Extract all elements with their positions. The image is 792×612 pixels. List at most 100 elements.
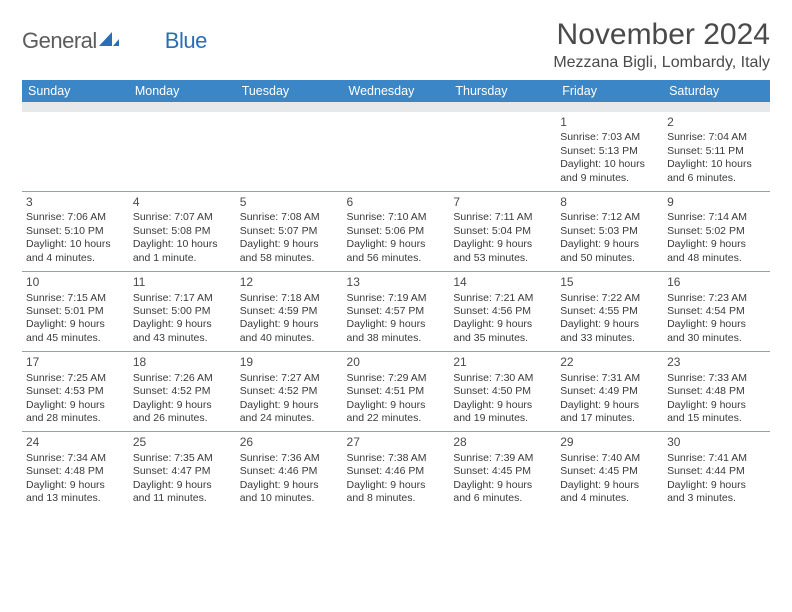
sunset-text: Sunset: 4:57 PM [347, 305, 444, 318]
day-number: 26 [240, 435, 337, 450]
sunset-text: Sunset: 5:04 PM [453, 225, 550, 238]
calendar-body: 1Sunrise: 7:03 AMSunset: 5:13 PMDaylight… [22, 102, 770, 512]
calendar-week: 24Sunrise: 7:34 AMSunset: 4:48 PMDayligh… [22, 432, 770, 512]
sunset-text: Sunset: 4:49 PM [560, 385, 657, 398]
day-number: 20 [347, 355, 444, 370]
sunset-text: Sunset: 4:56 PM [453, 305, 550, 318]
sunset-text: Sunset: 5:11 PM [667, 145, 764, 158]
day-number: 17 [26, 355, 123, 370]
calendar-day: 12Sunrise: 7:18 AMSunset: 4:59 PMDayligh… [236, 272, 343, 352]
title-block: November 2024 Mezzana Bigli, Lombardy, I… [553, 18, 770, 72]
sunrise-text: Sunrise: 7:04 AM [667, 131, 764, 144]
daylight-text: Daylight: 9 hours and 22 minutes. [347, 399, 444, 426]
daylight-text: Daylight: 9 hours and 58 minutes. [240, 238, 337, 265]
sunrise-text: Sunrise: 7:06 AM [26, 211, 123, 224]
calendar-page: General Blue November 2024 Mezzana Bigli… [0, 0, 792, 530]
sunrise-text: Sunrise: 7:14 AM [667, 211, 764, 224]
calendar-day: 14 Sunrise: 7:21 AMSunset: 4:56 PMDayligh… [449, 272, 556, 352]
daylight-text: Daylight: 9 hours and 28 minutes. [26, 399, 123, 426]
day-number: 14 [453, 275, 550, 290]
daylight-text: Daylight: 9 hours and 35 minutes. [453, 318, 550, 345]
sunset-text: Sunset: 4:48 PM [26, 465, 123, 478]
calendar-day: 2Sunrise: 7:04 AMSunset: 5:11 PMDaylight… [663, 112, 770, 192]
daylight-text: Daylight: 9 hours and 3 minutes. [667, 479, 764, 506]
sunset-text: Sunset: 4:52 PM [133, 385, 230, 398]
daylight-text: Daylight: 9 hours and 43 minutes. [133, 318, 230, 345]
daylight-text: Daylight: 9 hours and 53 minutes. [453, 238, 550, 265]
calendar-day: 23Sunrise: 7:33 AMSunset: 4:48 PMDayligh… [663, 352, 770, 432]
calendar-week: 17Sunrise: 7:25 AMSunset: 4:53 PMDayligh… [22, 352, 770, 432]
day-number: 24 [26, 435, 123, 450]
sunset-text: Sunset: 5:03 PM [560, 225, 657, 238]
daylight-text: Daylight: 9 hours and 33 minutes. [560, 318, 657, 345]
calendar-day: 21Sunrise: 7:30 AMSunset: 4:50 PMDayligh… [449, 352, 556, 432]
sunset-text: Sunset: 5:02 PM [667, 225, 764, 238]
sunrise-text: Sunrise: 7:18 AM [240, 292, 337, 305]
calendar-day: 1Sunrise: 7:03 AMSunset: 5:13 PMDaylight… [556, 112, 663, 192]
sunrise-text: Sunrise: 7:41 AM [667, 452, 764, 465]
calendar-day [449, 112, 556, 192]
daylight-text: Daylight: 9 hours and 50 minutes. [560, 238, 657, 265]
spacer-row [22, 102, 770, 112]
sunset-text: Sunset: 4:44 PM [667, 465, 764, 478]
day-number: 9 [667, 195, 764, 210]
calendar-day [236, 112, 343, 192]
day-number: 21 [453, 355, 550, 370]
calendar-day: 11 Sunrise: 7:17 AMSunset: 5:00 PMDayligh… [129, 272, 236, 352]
sunrise-text: Sunrise: 7:03 AM [560, 131, 657, 144]
day-number: 6 [347, 195, 444, 210]
calendar-day: 3Sunrise: 7:06 AMSunset: 5:10 PMDaylight… [22, 192, 129, 272]
day-number: 3 [26, 195, 123, 210]
sunset-text: Sunset: 4:46 PM [347, 465, 444, 478]
sunrise-text: Sunrise: 7:25 AM [26, 372, 123, 385]
daylight-text: Daylight: 9 hours and 24 minutes. [240, 399, 337, 426]
calendar-day: 17Sunrise: 7:25 AMSunset: 4:53 PMDayligh… [22, 352, 129, 432]
sunset-text: Sunset: 4:46 PM [240, 465, 337, 478]
calendar-day: 6Sunrise: 7:10 AMSunset: 5:06 PMDaylight… [343, 192, 450, 272]
sunrise-text: Sunrise: 7:22 AM [560, 292, 657, 305]
sunset-text: Sunset: 5:13 PM [560, 145, 657, 158]
calendar-day: 4Sunrise: 7:07 AMSunset: 5:08 PMDaylight… [129, 192, 236, 272]
calendar-day: 19Sunrise: 7:27 AMSunset: 4:52 PMDayligh… [236, 352, 343, 432]
sunset-text: Sunset: 4:48 PM [667, 385, 764, 398]
calendar-day: 20Sunrise: 7:29 AMSunset: 4:51 PMDayligh… [343, 352, 450, 432]
location: Mezzana Bigli, Lombardy, Italy [553, 54, 770, 72]
sunrise-text: Sunrise: 7:19 AM [347, 292, 444, 305]
day-number: 5 [240, 195, 337, 210]
logo-sail-icon [99, 32, 119, 48]
calendar-day: 16Sunrise: 7:23 AMSunset: 4:54 PMDayligh… [663, 272, 770, 352]
sunrise-text: Sunrise: 7:40 AM [560, 452, 657, 465]
month-title: November 2024 [553, 18, 770, 52]
day-number: 7 [453, 195, 550, 210]
sunrise-text: Sunrise: 7:21 AM [453, 292, 550, 305]
sunrise-text: Sunrise: 7:36 AM [240, 452, 337, 465]
calendar-day: 25Sunrise: 7:35 AMSunset: 4:47 PMDayligh… [129, 432, 236, 512]
daylight-text: Daylight: 10 hours and 4 minutes. [26, 238, 123, 265]
weekday-header: Monday [129, 80, 236, 102]
sunset-text: Sunset: 4:54 PM [667, 305, 764, 318]
day-number: 13 [347, 275, 444, 290]
day-number: 10 [26, 275, 123, 290]
sunrise-text: Sunrise: 7:12 AM [560, 211, 657, 224]
sunrise-text: Sunrise: 7:23 AM [667, 292, 764, 305]
weekday-header: Sunday [22, 80, 129, 102]
sunset-text: Sunset: 4:51 PM [347, 385, 444, 398]
sunset-text: Sunset: 5:08 PM [133, 225, 230, 238]
calendar-day: 5Sunrise: 7:08 AMSunset: 5:07 PMDaylight… [236, 192, 343, 272]
calendar-day: 29Sunrise: 7:40 AMSunset: 4:45 PMDayligh… [556, 432, 663, 512]
calendar-day: 30Sunrise: 7:41 AMSunset: 4:44 PMDayligh… [663, 432, 770, 512]
daylight-text: Daylight: 9 hours and 13 minutes. [26, 479, 123, 506]
daylight-text: Daylight: 10 hours and 1 minute. [133, 238, 230, 265]
weekday-header: Saturday [663, 80, 770, 102]
daylight-text: Daylight: 9 hours and 8 minutes. [347, 479, 444, 506]
logo: General Blue [22, 18, 207, 54]
sunset-text: Sunset: 5:00 PM [133, 305, 230, 318]
sunset-text: Sunset: 4:50 PM [453, 385, 550, 398]
sunrise-text: Sunrise: 7:35 AM [133, 452, 230, 465]
sunset-text: Sunset: 5:06 PM [347, 225, 444, 238]
daylight-text: Daylight: 9 hours and 15 minutes. [667, 399, 764, 426]
calendar-day: 15Sunrise: 7:22 AMSunset: 4:55 PMDayligh… [556, 272, 663, 352]
sunrise-text: Sunrise: 7:17 AM [133, 292, 230, 305]
daylight-text: Daylight: 10 hours and 6 minutes. [667, 158, 764, 185]
day-number: 11 [133, 275, 230, 290]
